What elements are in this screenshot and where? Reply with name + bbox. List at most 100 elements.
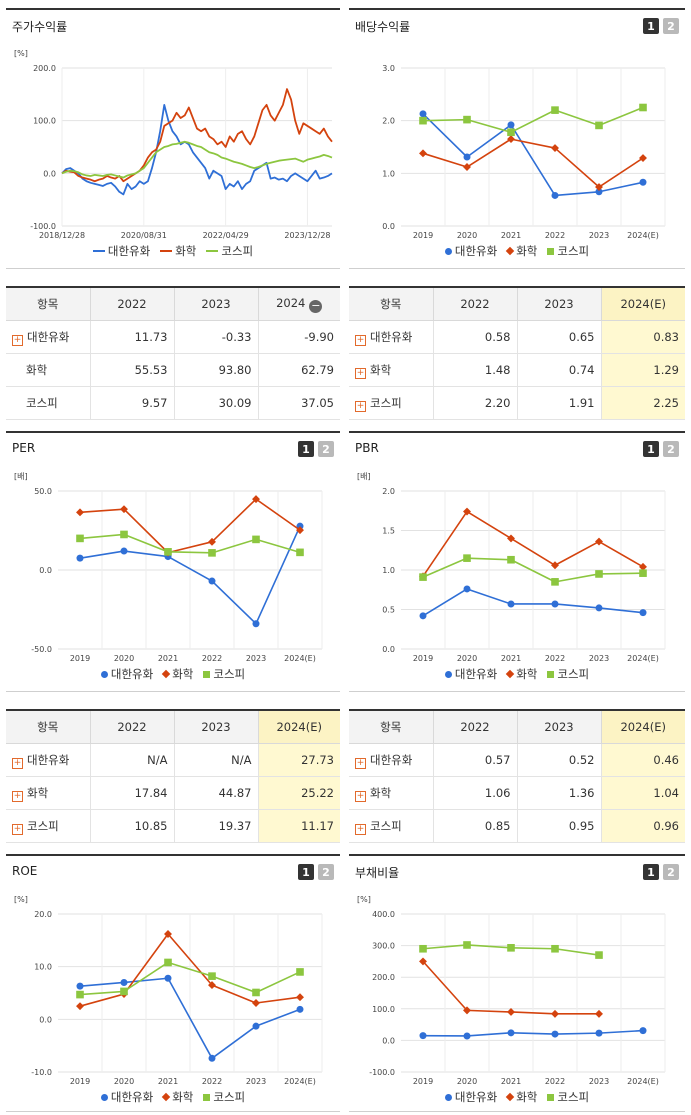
data-point [252, 1022, 260, 1030]
data-point [507, 1029, 515, 1037]
table-row: + 대한유화 11.73 -0.33 -9.90 [6, 320, 340, 354]
unit-label: [%] [14, 49, 28, 58]
y-tick-label: 2.0 [382, 487, 395, 496]
data-point [208, 981, 216, 990]
unit-label: [배] [357, 472, 371, 481]
data-point [419, 612, 427, 620]
page-2-button[interactable]: 2 [318, 864, 334, 880]
x-tick-label: 2023 [589, 654, 609, 663]
x-tick-label: 2024(E) [627, 231, 659, 240]
legend-item[interactable]: 대한유화 [92, 243, 150, 259]
data-point [507, 135, 515, 144]
page-1-button[interactable]: 1 [643, 18, 659, 34]
legend-item[interactable]: 화학 [160, 243, 196, 259]
expand-icon[interactable]: + [12, 790, 23, 802]
per-table: 항목 2022 2023 2024(E) + 대한유화 N/A N/A 27.73 +… [6, 709, 340, 843]
page-2-button[interactable]: 2 [663, 864, 679, 880]
legend-item[interactable]: 코스피 [203, 666, 245, 682]
legend-item[interactable]: 코스피 [547, 666, 589, 682]
pbr-panel: PBR 1 2 [배] 0.0 0.5 1.0 1.5 2.0 2019 2020 2021 20… [349, 431, 685, 692]
y-tick-label: 1.0 [382, 169, 395, 178]
data-point [296, 1005, 304, 1013]
expand-icon[interactable]: + [355, 334, 366, 346]
y-tick-label: 10.0 [34, 963, 52, 972]
legend-item[interactable]: 코스피 [547, 243, 589, 259]
table-row: + 대한유화 0.58 0.65 0.83 [349, 320, 685, 354]
legend-item[interactable]: 화학 [505, 243, 537, 259]
legend-item[interactable]: 대한유화 [444, 1089, 497, 1105]
legend-item[interactable]: 화학 [505, 666, 537, 682]
y-tick-label: 1.5 [382, 527, 395, 536]
legend-item[interactable]: 화학 [161, 666, 193, 682]
expand-icon[interactable]: + [355, 757, 366, 769]
y-tick-label: 2.0 [382, 117, 395, 126]
data-point [164, 930, 172, 938]
panel-title: PER [12, 441, 36, 455]
roe-panel: ROE 1 2 [%] -10.0 0.0 10.0 20.0 2019 2020 2021 2… [6, 854, 340, 1112]
expand-icon[interactable]: + [12, 823, 23, 835]
series-line-1 [422, 1029, 644, 1037]
panel-title: 부채비율 [355, 866, 400, 880]
series-line-2 [422, 138, 644, 188]
x-tick-label: 2019 [413, 231, 433, 240]
page-1-button[interactable]: 1 [298, 864, 314, 880]
col-header: 항목 [349, 710, 434, 744]
legend-item[interactable]: 코스피 [203, 1089, 245, 1105]
pager: 1 2 [643, 441, 679, 457]
legend: 대한유화 화학 코스피 [349, 243, 685, 259]
legend-item[interactable]: 코스피 [547, 1089, 589, 1105]
expand-icon[interactable]: + [12, 757, 23, 769]
legend-item[interactable]: 코스피 [206, 243, 253, 259]
data-point [208, 972, 216, 980]
legend-item[interactable]: 대한유화 [444, 243, 497, 259]
table-row: 코스피 9.57 30.09 37.05 [6, 386, 340, 420]
collapse-icon[interactable]: − [309, 298, 323, 313]
y-tick-label: 0.0 [382, 222, 395, 231]
series-line-1 [422, 588, 644, 617]
data-point [507, 555, 515, 564]
x-tick-label: 2020/08/31 [121, 231, 167, 240]
series-line-1 [61, 103, 333, 196]
page-2-button[interactable]: 2 [663, 441, 679, 457]
legend-item[interactable]: 대한유화 [444, 666, 497, 682]
legend-item[interactable]: 화학 [505, 1089, 537, 1105]
series-line-2 [79, 933, 301, 1007]
debt-ratio-panel: 부채비율 1 2 [%] -100.0 0.0 100.0 200.0 300.0 400.… [349, 854, 685, 1112]
unit-label: [%] [357, 895, 371, 904]
legend: 대한유화 화학 코스피 [6, 243, 340, 259]
x-tick-label: 2021 [501, 654, 521, 663]
legend-item[interactable]: 대한유화 [100, 1089, 153, 1105]
page-2-button[interactable]: 2 [663, 18, 679, 34]
panel-title: PBR [355, 441, 379, 455]
y-tick-label: -100.0 [369, 1068, 395, 1077]
data-point [595, 951, 603, 959]
table-row: + 대한유화 0.57 0.52 0.46 [349, 743, 685, 777]
x-tick-label: 2023 [589, 1077, 609, 1086]
page-1-button[interactable]: 1 [643, 441, 659, 457]
data-point [551, 578, 559, 586]
col-header: 2023 [173, 710, 259, 744]
expand-icon[interactable]: + [355, 790, 366, 802]
data-point [551, 191, 559, 199]
data-point [76, 1002, 84, 1011]
page-1-button[interactable]: 1 [643, 864, 659, 880]
data-point [639, 609, 647, 617]
data-point [252, 988, 260, 997]
debt-ratio-chart: [%] -100.0 0.0 100.0 200.0 300.0 400.0 2019 2020… [357, 895, 666, 1086]
page-2-button[interactable]: 2 [318, 441, 334, 457]
data-point [595, 570, 603, 578]
data-point [551, 944, 559, 953]
legend-item[interactable]: 화학 [161, 1089, 193, 1105]
table-row: + 코스피 10.85 19.37 11.17 [6, 809, 340, 843]
expand-icon[interactable]: + [355, 367, 366, 379]
legend-item[interactable]: 대한유화 [100, 666, 153, 682]
x-tick-label: 2020 [114, 1077, 134, 1086]
x-tick-label: 2021 [501, 1077, 521, 1086]
expand-icon[interactable]: + [355, 400, 366, 412]
expand-icon[interactable]: + [355, 823, 366, 835]
expand-icon[interactable]: + [12, 334, 23, 346]
data-point [595, 1009, 603, 1018]
series-line-3 [422, 557, 644, 583]
y-tick-label: 0.0 [39, 566, 52, 575]
page-1-button[interactable]: 1 [298, 441, 314, 457]
